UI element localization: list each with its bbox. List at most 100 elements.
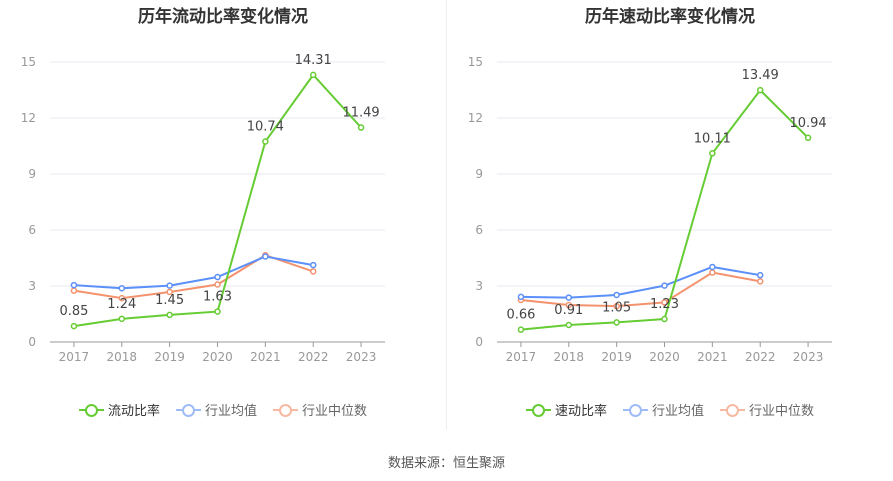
panel-divider <box>446 0 447 430</box>
data-label: 1.24 <box>107 297 136 312</box>
data-point[interactable] <box>613 302 620 310</box>
legend-item-industry-average[interactable]: 行业均值 <box>175 400 257 419</box>
data-point[interactable] <box>214 308 221 315</box>
chart-legend: 速动比率 行业均值 行业中位数 <box>447 400 893 419</box>
data-label: 11.49 <box>342 106 379 121</box>
data-label: 10.74 <box>247 120 284 135</box>
y-tick-label: 6 <box>28 223 36 237</box>
legend-item-main[interactable]: 流动比率 <box>78 400 160 419</box>
series-line <box>520 88 809 331</box>
data-point[interactable] <box>70 322 78 330</box>
data-point[interactable] <box>756 86 764 94</box>
legend-label: 流动比率 <box>107 404 160 419</box>
chart-title: 历年流动比率变化情况 <box>138 7 308 27</box>
data-point[interactable] <box>613 319 620 326</box>
data-point[interactable] <box>756 271 764 279</box>
data-point[interactable] <box>565 321 573 329</box>
chart-title: 历年速动比率变化情况 <box>585 7 755 27</box>
x-tick-label: 2018 <box>107 350 138 364</box>
x-tick-label: 2019 <box>601 350 632 364</box>
series-line <box>73 255 314 290</box>
y-tick-label: 9 <box>28 167 36 181</box>
y-tick-label: 3 <box>28 279 36 293</box>
x-tick-label: 2018 <box>554 350 585 364</box>
data-source-note: 数据来源：恒生聚源 <box>387 456 505 471</box>
data-point[interactable] <box>309 261 317 269</box>
legend-label: 行业中位数 <box>749 404 815 419</box>
data-point[interactable] <box>756 278 764 285</box>
chart-legend: 流动比率 行业均值 行业中位数 <box>0 400 446 419</box>
data-point[interactable] <box>517 293 525 301</box>
data-point[interactable] <box>262 138 269 145</box>
x-tick-label: 2023 <box>793 350 824 364</box>
legend-label: 行业中位数 <box>302 404 368 419</box>
data-point[interactable] <box>70 281 78 289</box>
x-tick-label: 2020 <box>649 350 680 364</box>
data-label: 0.85 <box>59 304 88 319</box>
legend-label: 行业均值 <box>651 404 704 419</box>
data-point[interactable] <box>357 124 365 131</box>
data-label: 14.31 <box>295 53 332 68</box>
data-point[interactable] <box>517 326 525 333</box>
legend-marker-icon <box>622 403 648 417</box>
data-point[interactable] <box>565 301 573 309</box>
data-point[interactable] <box>262 253 269 260</box>
y-tick-label: 12 <box>21 111 36 125</box>
data-label: 0.66 <box>506 308 535 323</box>
data-point[interactable] <box>709 269 716 276</box>
legend-marker-icon <box>720 403 745 417</box>
data-point[interactable] <box>804 134 812 142</box>
data-point[interactable] <box>709 150 716 157</box>
data-label: 10.94 <box>789 116 826 131</box>
y-tick-label: 0 <box>28 335 36 349</box>
data-point[interactable] <box>661 315 668 323</box>
data-point[interactable] <box>709 263 716 271</box>
legend-item-industry-median[interactable]: 行业中位数 <box>273 400 367 419</box>
data-point[interactable] <box>166 311 173 319</box>
data-point[interactable] <box>565 294 573 301</box>
data-point[interactable] <box>118 284 126 292</box>
data-point[interactable] <box>309 71 317 79</box>
x-tick-label: 2023 <box>346 350 377 364</box>
y-tick-label: 0 <box>475 335 483 349</box>
data-point[interactable] <box>70 287 78 294</box>
series-line <box>520 265 761 299</box>
data-point[interactable] <box>118 315 126 323</box>
data-point[interactable] <box>166 282 173 289</box>
y-tick-label: 12 <box>468 111 483 125</box>
x-tick-label: 2021 <box>697 350 728 364</box>
legend-item-main[interactable]: 速动比率 <box>525 400 607 419</box>
legend-item-industry-median[interactable]: 行业中位数 <box>720 400 814 419</box>
x-tick-label: 2022 <box>298 350 329 364</box>
y-tick-label: 3 <box>475 279 483 293</box>
legend-marker-icon <box>273 403 298 417</box>
data-label: 1.45 <box>155 293 184 308</box>
data-label: 0.91 <box>554 303 583 318</box>
y-tick-label: 9 <box>475 167 483 181</box>
legend-marker-icon <box>175 403 201 417</box>
data-point[interactable] <box>661 282 668 289</box>
y-tick-label: 6 <box>475 223 483 237</box>
legend-item-industry-average[interactable]: 行业均值 <box>622 400 704 419</box>
y-tick-label: 15 <box>21 55 36 69</box>
data-point[interactable] <box>166 288 173 296</box>
data-point[interactable] <box>613 291 620 299</box>
data-point[interactable] <box>214 273 221 281</box>
y-tick-label: 15 <box>468 55 483 69</box>
x-tick-label: 2017 <box>59 350 90 364</box>
current-ratio-chart: 0 3 6 9 12 15 2017 2018 2019 2020 2021 2022 2023 0.85… <box>21 53 385 364</box>
data-point[interactable] <box>214 281 221 288</box>
data-label: 1.05 <box>602 300 631 315</box>
x-tick-label: 2022 <box>745 350 776 364</box>
legend-label: 速动比率 <box>554 404 607 419</box>
legend-label: 行业均值 <box>204 404 257 419</box>
data-point[interactable] <box>309 268 317 275</box>
data-label: 10.11 <box>694 131 731 146</box>
current-ratio-chart-panel: 历年流动比率变化情况 0 3 6 9 12 15 2017 2018 2019 2020 2021 2… <box>0 0 446 440</box>
x-tick-label: 2017 <box>506 350 537 364</box>
series-line <box>73 254 314 300</box>
data-point[interactable] <box>661 299 668 306</box>
data-point[interactable] <box>118 294 126 302</box>
quick-ratio-chart: 0 3 6 9 12 15 2017 2018 2019 2020 2021 2022 2023 0.66… <box>468 55 832 364</box>
legend-marker-icon <box>78 403 104 417</box>
